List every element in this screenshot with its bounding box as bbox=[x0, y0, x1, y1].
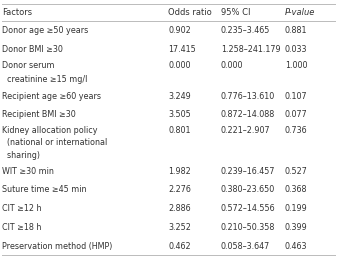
Text: 0.463: 0.463 bbox=[285, 241, 307, 251]
Text: 0.210–50.358: 0.210–50.358 bbox=[221, 223, 275, 232]
Text: 0.058–3.647: 0.058–3.647 bbox=[221, 241, 270, 251]
Text: Odds ratio: Odds ratio bbox=[168, 8, 212, 17]
Text: 0.235–3.465: 0.235–3.465 bbox=[221, 26, 270, 35]
Text: 0.221–2.907: 0.221–2.907 bbox=[221, 126, 270, 135]
Text: 0.368: 0.368 bbox=[285, 185, 307, 194]
Text: CIT ≥18 h: CIT ≥18 h bbox=[2, 223, 41, 232]
Text: 0.107: 0.107 bbox=[285, 92, 307, 101]
Text: 0.872–14.088: 0.872–14.088 bbox=[221, 110, 275, 119]
Text: 3.252: 3.252 bbox=[168, 223, 191, 232]
Text: 0.380–23.650: 0.380–23.650 bbox=[221, 185, 275, 194]
Text: 2.276: 2.276 bbox=[168, 185, 191, 194]
Text: Donor BMI ≥30: Donor BMI ≥30 bbox=[2, 45, 63, 54]
Text: 0.077: 0.077 bbox=[285, 110, 308, 119]
Text: Kidney allocation policy: Kidney allocation policy bbox=[2, 126, 97, 135]
Text: Factors: Factors bbox=[2, 8, 32, 17]
Text: 1.982: 1.982 bbox=[168, 167, 191, 175]
Text: creatinine ≥15 mg/l: creatinine ≥15 mg/l bbox=[2, 75, 87, 84]
Text: Recipient BMI ≥30: Recipient BMI ≥30 bbox=[2, 110, 75, 119]
Text: 95% CI: 95% CI bbox=[221, 8, 250, 17]
Text: 17.415: 17.415 bbox=[168, 45, 196, 54]
Text: 0.033: 0.033 bbox=[285, 45, 307, 54]
Text: P-value: P-value bbox=[285, 8, 315, 17]
Text: 0.199: 0.199 bbox=[285, 204, 308, 213]
Text: 0.527: 0.527 bbox=[285, 167, 308, 175]
Text: 0.462: 0.462 bbox=[168, 241, 191, 251]
Text: 2.886: 2.886 bbox=[168, 204, 191, 213]
Text: 0.000: 0.000 bbox=[168, 61, 191, 70]
Text: 1.258–241.179: 1.258–241.179 bbox=[221, 45, 280, 54]
Text: Recipient age ≥60 years: Recipient age ≥60 years bbox=[2, 92, 101, 101]
Text: 0.801: 0.801 bbox=[168, 126, 191, 135]
Text: Suture time ≥45 min: Suture time ≥45 min bbox=[2, 185, 86, 194]
Text: 3.249: 3.249 bbox=[168, 92, 191, 101]
Text: Donor age ≥50 years: Donor age ≥50 years bbox=[2, 26, 88, 35]
Text: 0.902: 0.902 bbox=[168, 26, 191, 35]
Text: 0.000: 0.000 bbox=[221, 61, 243, 70]
Text: Preservation method (HMP): Preservation method (HMP) bbox=[2, 241, 112, 251]
Text: 0.881: 0.881 bbox=[285, 26, 307, 35]
Text: 0.736: 0.736 bbox=[285, 126, 307, 135]
Text: 3.505: 3.505 bbox=[168, 110, 191, 119]
Text: Donor serum: Donor serum bbox=[2, 61, 54, 70]
Text: 1.000: 1.000 bbox=[285, 61, 307, 70]
Text: 0.776–13.610: 0.776–13.610 bbox=[221, 92, 275, 101]
Text: WIT ≥30 min: WIT ≥30 min bbox=[2, 167, 54, 175]
Text: (national or international: (national or international bbox=[2, 139, 107, 147]
Text: 0.239–16.457: 0.239–16.457 bbox=[221, 167, 275, 175]
Text: sharing): sharing) bbox=[2, 151, 40, 160]
Text: 0.399: 0.399 bbox=[285, 223, 308, 232]
Text: CIT ≥12 h: CIT ≥12 h bbox=[2, 204, 41, 213]
Text: 0.572–14.556: 0.572–14.556 bbox=[221, 204, 275, 213]
